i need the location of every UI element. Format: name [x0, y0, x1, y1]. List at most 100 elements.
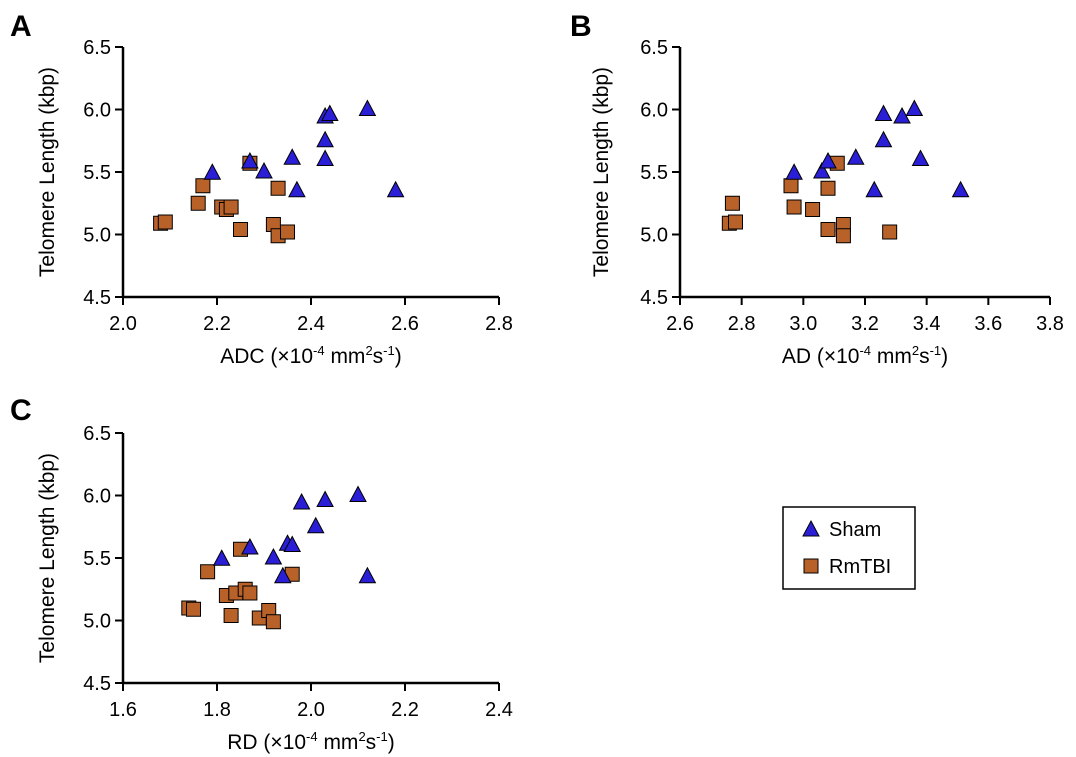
x-axis-title: AD (×10-4 mm2s-1): [782, 343, 948, 368]
x-tick-label: 3.0: [789, 313, 817, 335]
rmtbi-point: [265, 614, 281, 630]
sham-point: [255, 161, 273, 179]
legend-sham-marker: [802, 519, 820, 537]
x-tick-label: 2.8: [485, 313, 513, 335]
x-tick-label: 3.8: [1036, 313, 1064, 335]
y-tick-label: 5.5: [83, 162, 111, 184]
rmtbi-point: [280, 224, 295, 240]
panel-letter: C: [10, 394, 32, 427]
y-axis-title: Telomere Length (kbp): [590, 67, 613, 277]
sham-point: [316, 490, 334, 507]
panel-letter: A: [10, 10, 32, 43]
legend-sham-label: Sham: [829, 519, 881, 541]
legend-rmtbi-label: RmTBI: [829, 556, 891, 578]
panel-c: C 1.6 1.8 2.0 2.2 2.4 4.5 5.0 5.5 6.0 6.5 Telomere…: [10, 394, 513, 754]
sham-point: [292, 492, 311, 510]
sham-point: [288, 180, 306, 198]
x-tick-label: 1.6: [109, 699, 137, 721]
y-tick-label: 6.5: [83, 37, 111, 59]
sham-point: [865, 180, 884, 198]
sham-point: [819, 151, 837, 169]
sham-point: [812, 161, 831, 179]
sham-point: [306, 516, 325, 534]
rmtbi-point: [786, 199, 802, 215]
y-tick-label: 5.0: [83, 611, 111, 633]
x-tick-label: 2.6: [666, 313, 694, 335]
rmtbi-point: [157, 214, 173, 230]
y-tick-label: 4.5: [83, 673, 111, 695]
sham-point: [283, 148, 302, 165]
sham-point: [951, 180, 970, 198]
sham-point: [905, 99, 924, 116]
y-axis-title: Telomere Length (kbp): [36, 67, 59, 277]
legend: Sham RmTBI: [782, 506, 916, 590]
sham-point: [785, 163, 803, 180]
panel-b: B 2.6 2.8 3.0 3.2 3.4 3.6 3.8 4.5 5.0 5.5 6.0 6.5 Te…: [570, 10, 1064, 368]
rmtbi-point: [200, 564, 216, 580]
sham-point: [349, 485, 367, 502]
sham-point: [273, 566, 292, 584]
x-tick-label: 3.6: [974, 313, 1002, 335]
rmtbi-point: [223, 608, 239, 623]
x-tick-label: 2.0: [297, 699, 325, 721]
sham-point: [320, 104, 339, 121]
sham-point: [241, 537, 259, 555]
rmtbi-point: [190, 195, 206, 211]
sham-point: [316, 130, 334, 148]
x-tick-label: 2.4: [485, 699, 513, 721]
y-tick-label: 5.0: [640, 225, 668, 247]
rmtbi-point: [186, 601, 201, 617]
rmtbi-point: [882, 224, 898, 240]
y-tick-label: 5.5: [83, 548, 111, 570]
legend-frame: [782, 506, 916, 590]
sham-point: [874, 130, 893, 148]
x-tick-label: 2.8: [728, 313, 756, 335]
rmtbi-point: [233, 222, 248, 237]
x-tick-label: 2.4: [297, 313, 325, 335]
sham-point: [203, 163, 222, 180]
panel-a: A 2.0 2.2 2.4 2.6 2.8 4.5 5.0 5.5 6.0 6.5 Telomere…: [10, 10, 513, 368]
x-tick-label: 2.6: [391, 313, 419, 335]
sham-point: [358, 566, 377, 584]
sham-point: [316, 149, 334, 166]
rmtbi-point: [223, 199, 239, 215]
legend-rmtbi-marker: [803, 558, 819, 574]
rmtbi-point: [270, 180, 286, 196]
x-tick-label: 2.2: [391, 699, 419, 721]
x-axis-title: ADC (×10-4 mm2s-1): [220, 343, 401, 368]
rmtbi-point: [242, 585, 258, 601]
y-tick-label: 4.5: [83, 287, 111, 309]
x-tick-label: 2.0: [109, 313, 137, 335]
panel-letter: B: [570, 10, 592, 43]
x-tick-label: 3.2: [851, 313, 879, 335]
y-tick-label: 6.5: [83, 423, 111, 445]
rmtbi-point: [805, 202, 821, 217]
rmtbi-point: [783, 178, 799, 194]
rmtbi-point: [820, 222, 836, 237]
sham-point: [283, 535, 302, 552]
sham-point: [358, 99, 377, 116]
y-axis-title: Telomere Length (kbp): [36, 453, 59, 663]
sham-point: [386, 180, 405, 198]
y-tick-label: 4.5: [640, 287, 668, 309]
x-axis-title: RD (×10-4 mm2s-1): [227, 729, 394, 754]
y-tick-label: 5.5: [640, 162, 668, 184]
x-tick-label: 1.8: [203, 699, 231, 721]
rmtbi-point: [728, 214, 743, 230]
y-tick-label: 5.0: [83, 225, 111, 247]
rmtbi-point: [820, 180, 836, 196]
rmtbi-point: [724, 195, 740, 211]
y-tick-label: 6.0: [83, 486, 111, 508]
rmtbi-point: [835, 228, 851, 244]
x-tick-label: 3.4: [913, 313, 941, 335]
y-tick-label: 6.0: [640, 100, 668, 122]
x-tick-label: 2.2: [203, 313, 231, 335]
sham-point: [911, 149, 930, 166]
sham-point: [212, 549, 231, 566]
y-tick-label: 6.5: [640, 37, 668, 59]
y-tick-label: 6.0: [83, 100, 111, 122]
rmtbi-point: [195, 178, 211, 194]
sham-point: [874, 104, 893, 121]
sham-point: [846, 148, 865, 165]
